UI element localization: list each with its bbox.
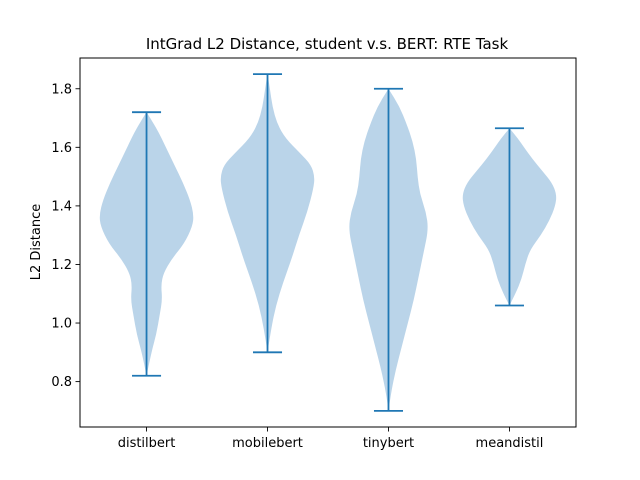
x-tick-label-distilbert: distilbert	[118, 436, 176, 451]
y-tick-label: 1.2	[51, 258, 72, 273]
violin-mobilebert	[220, 73, 315, 354]
y-axis-label: L2 Distance	[29, 204, 44, 281]
y-tick-label: 1.8	[51, 82, 72, 97]
axes-frame	[79, 57, 577, 428]
violin-tinybert	[349, 87, 428, 412]
x-tick-label-meandistil: meandistil	[476, 436, 544, 451]
chart-title: IntGrad L2 Distance, student v.s. BERT: …	[146, 35, 509, 53]
y-tick-label: 1.6	[51, 141, 72, 156]
y-tick-label: 1.4	[51, 199, 72, 214]
x-tick-label-mobilebert: mobilebert	[232, 436, 303, 451]
violin-distilbert	[99, 111, 194, 377]
x-tick-label-tinybert: tinybert	[363, 436, 414, 451]
plot-area	[99, 73, 557, 412]
violin-meandistil	[462, 127, 557, 307]
y-tick-label: 0.8	[51, 375, 72, 390]
y-tick-label: 1.0	[51, 317, 72, 332]
